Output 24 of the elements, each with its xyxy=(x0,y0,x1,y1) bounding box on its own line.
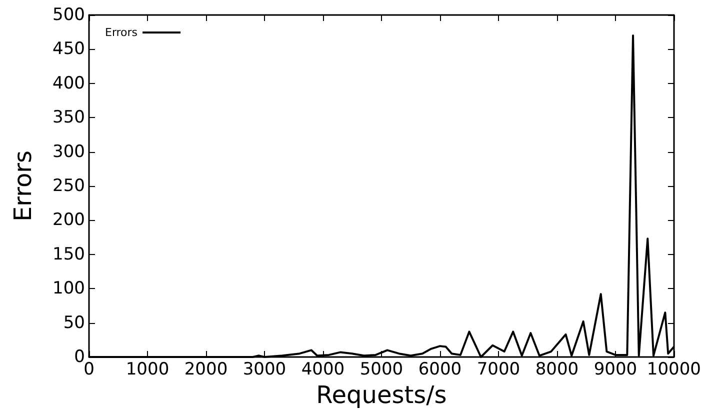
y-tick-label: 100 xyxy=(52,278,85,299)
x-tick-label: 9000 xyxy=(594,360,638,380)
x-tick-label: 10000 xyxy=(646,360,702,380)
x-tick-label: 5000 xyxy=(360,360,404,380)
x-tick-label: 3000 xyxy=(242,360,286,380)
y-tick-label: 150 xyxy=(52,244,85,264)
x-tick-label: 6000 xyxy=(418,360,462,380)
x-tick-label: 7000 xyxy=(476,360,520,380)
y-tick-label: 200 xyxy=(52,210,85,230)
y-tick-label: 450 xyxy=(52,39,85,60)
y-tick-label: 250 xyxy=(52,176,85,196)
y-tick-label: 0 xyxy=(74,347,85,367)
y-axis-title: Errors xyxy=(9,150,37,222)
x-tick-label: 1000 xyxy=(126,360,170,380)
x-tick-label: 8000 xyxy=(535,360,579,380)
x-tick-label: 2000 xyxy=(184,360,228,380)
y-tick-label: 400 xyxy=(52,73,85,94)
x-tick-label: 4000 xyxy=(301,360,345,380)
y-tick-label: 300 xyxy=(52,142,85,162)
y-tick-label: 350 xyxy=(52,108,85,128)
y-tick-label: 500 xyxy=(52,5,85,25)
legend-label: Errors xyxy=(104,26,138,39)
y-tick-label: 50 xyxy=(63,312,85,333)
x-axis-title: Requests/s xyxy=(316,380,447,409)
